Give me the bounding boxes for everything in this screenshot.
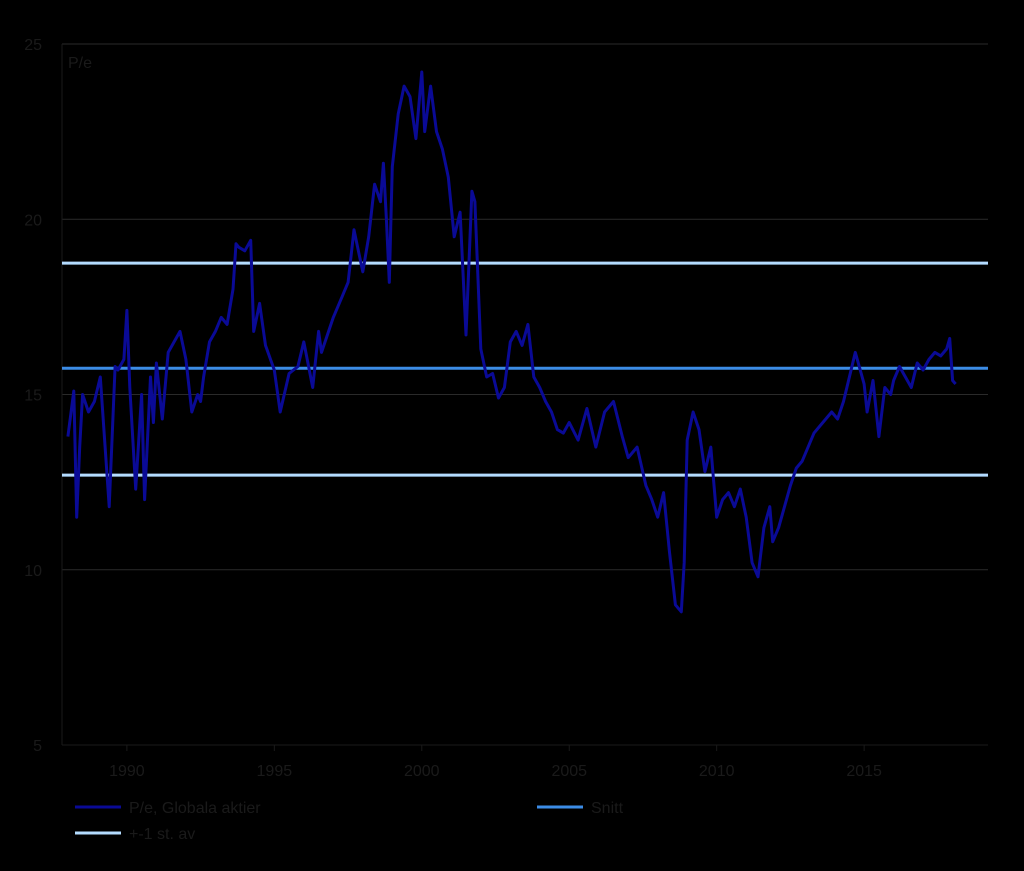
y-tick-label-5: 5: [33, 738, 42, 755]
x-tick-label-2010: 2010: [699, 763, 735, 780]
series-layer: [66, 70, 957, 614]
x-tick-labels: 1990 1995 2000 2005 2010 2015: [109, 745, 882, 780]
reference-lines: [62, 261, 988, 477]
legend-stdev-label: +-1 st. av: [129, 826, 195, 843]
series-line-pe-globala-aktier: [66, 70, 957, 614]
y-tick-label-20: 20: [24, 212, 42, 229]
y-tick-label-25: 25: [24, 37, 42, 54]
gridlines: [62, 43, 988, 571]
x-tick-label-2000: 2000: [404, 763, 440, 780]
y-tick-labels: 5 10 15 20 25: [24, 37, 42, 755]
legend-pe-globala-aktier-label: P/e, Globala aktier: [129, 800, 261, 817]
unit-label: P/e: [68, 55, 92, 72]
y-tick-label-10: 10: [24, 563, 42, 580]
legend: P/e, Globala aktier Snitt +-1 st. av: [75, 800, 624, 843]
legend-snitt-label: Snitt: [591, 800, 624, 817]
x-tick-label-1990: 1990: [109, 763, 145, 780]
x-tick-label-2015: 2015: [846, 763, 882, 780]
x-tick-label-2005: 2005: [551, 763, 587, 780]
axes: [61, 44, 988, 746]
y-tick-label-15: 15: [24, 388, 42, 405]
x-tick-label-1995: 1995: [257, 763, 293, 780]
